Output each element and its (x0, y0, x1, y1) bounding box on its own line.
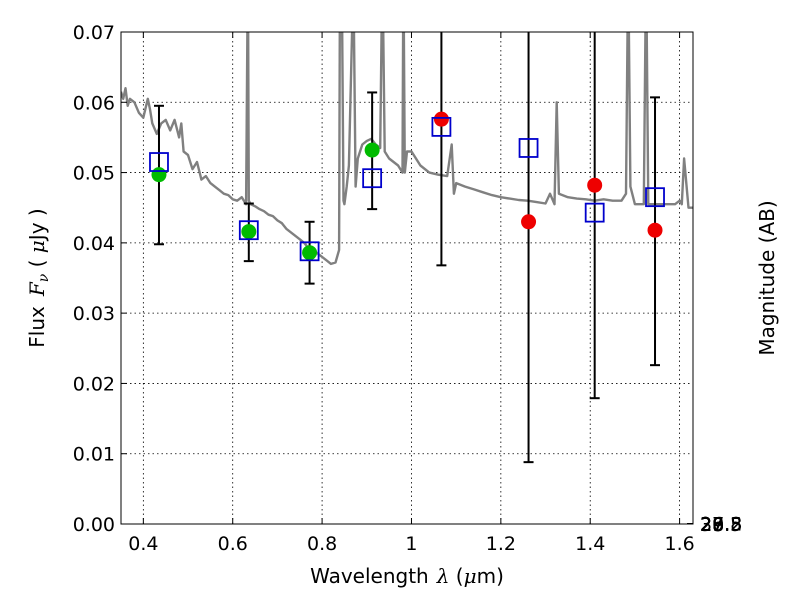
plot-series (121, 32, 693, 464)
magnitude-axis-label: Magnitude (AB) (755, 200, 779, 355)
magnitude-tick-label: 28.5 (700, 514, 742, 536)
model-photometry-box (518, 138, 539, 158)
x-tick-label: 1 (405, 533, 417, 555)
magnitude-tick-label: 30 (700, 514, 724, 536)
y-tick-label: 0.02 (73, 373, 115, 395)
observed-point-green (151, 167, 167, 183)
model-spectrum-line (121, 32, 693, 266)
x-tick-label: 1.6 (664, 533, 694, 555)
axis-ticks: 0.4 0.6 0.8 1 1.2 1.4 1.6 0.00 0.01 0.02 0.03 0.04 0… (73, 22, 743, 555)
y-axis-label-unit-symbol: μ (25, 240, 49, 253)
grid (121, 31, 693, 525)
x-tick-label: 1.4 (575, 533, 605, 555)
magnitude-tick-label: 29 (700, 514, 724, 536)
x-tick-label: 1.2 (486, 533, 516, 555)
y-axis-label-subscript: ν (36, 273, 52, 282)
observed-point-green (302, 245, 318, 261)
y-tick-label: 0.01 (73, 444, 115, 466)
observed-point-green (364, 142, 380, 158)
observed-point-red (433, 111, 449, 127)
y-tick-label: 0.07 (73, 22, 115, 44)
y-axis-label-unit-rest: Jy ) (25, 208, 49, 242)
y-tick-label: 0.05 (73, 163, 115, 185)
y-tick-label: 0.03 (73, 303, 115, 325)
x-axis-label-prefix: Wavelength (310, 564, 429, 588)
magnitude-tick-label: 28 (700, 514, 724, 536)
observed-point-red (521, 214, 537, 230)
y-tick-label: 0.04 (73, 233, 115, 255)
magnitude-tick-label: 27.5 (700, 514, 742, 536)
plot-frame (120, 31, 694, 525)
y-axis-label: Flux Fν ( μJy ) (25, 208, 52, 347)
model-photometry-box (584, 202, 605, 223)
x-axis-label-unit-symbol: μ (464, 564, 477, 588)
observed-point-red (647, 222, 663, 238)
y-tick-label: 0.00 (73, 514, 115, 536)
x-axis-label: Wavelength λ (μm) (310, 564, 504, 588)
y-axis-label-prefix: Flux (25, 306, 49, 348)
model-photometry-box (149, 152, 169, 172)
magnitude-tick-label: 27 (700, 514, 724, 536)
magnitude-tick-label: 27.2 (700, 514, 742, 536)
x-tick-label: 0.4 (128, 533, 158, 555)
model-photometry-box (362, 168, 383, 189)
model-photometry-box (431, 116, 452, 137)
y-tick-label: 0.06 (73, 92, 115, 114)
x-axis-label-unit-rest: m) (477, 564, 504, 588)
y-axis-label-symbol: F (25, 281, 49, 297)
model-photometry-box (238, 220, 259, 241)
x-axis-label-symbol: λ (436, 564, 450, 588)
x-tick-label: 0.8 (307, 533, 337, 555)
model-photometry-box (645, 187, 665, 208)
x-tick-label: 0.6 (218, 533, 248, 555)
model-photometry-box (299, 241, 320, 262)
y-axis-label-unit-open: ( (25, 253, 49, 274)
x-axis-label-unit-open: ( (449, 564, 463, 588)
magnitude-tick-label: 26.8 (700, 514, 742, 536)
observed-point-green (241, 224, 257, 240)
observed-point-red (587, 177, 603, 193)
